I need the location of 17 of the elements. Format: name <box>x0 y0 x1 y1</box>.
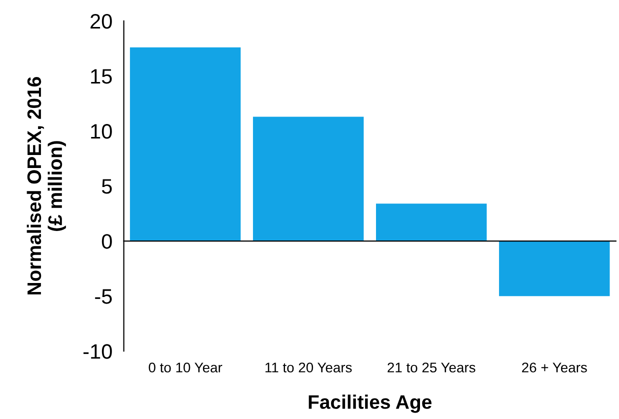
x-axis-title: Facilities Age <box>308 394 432 413</box>
bar <box>376 204 487 242</box>
y-tick-label: -5 <box>95 289 112 304</box>
y-axis-title: Normalised OPEX, 2016 (£ million) <box>26 77 66 294</box>
y-tick-label: -10 <box>84 344 112 359</box>
x-tick-label: 21 to 25 Years <box>388 362 476 372</box>
bar <box>252 116 364 242</box>
y-tick-label: 10 <box>91 124 112 139</box>
y-tick-label: 5 <box>102 179 112 194</box>
x-tick-label: 0 to 10 Year <box>148 362 222 372</box>
y-tick-label: 20 <box>90 14 112 29</box>
bar <box>499 241 610 296</box>
y-tick-label: 0 <box>102 234 112 249</box>
y-tick-label: 15 <box>91 69 112 84</box>
x-tick-label: 26 + Years <box>522 362 587 372</box>
x-tick-label: 11 to 20 Years <box>266 362 352 372</box>
bar <box>130 47 241 242</box>
